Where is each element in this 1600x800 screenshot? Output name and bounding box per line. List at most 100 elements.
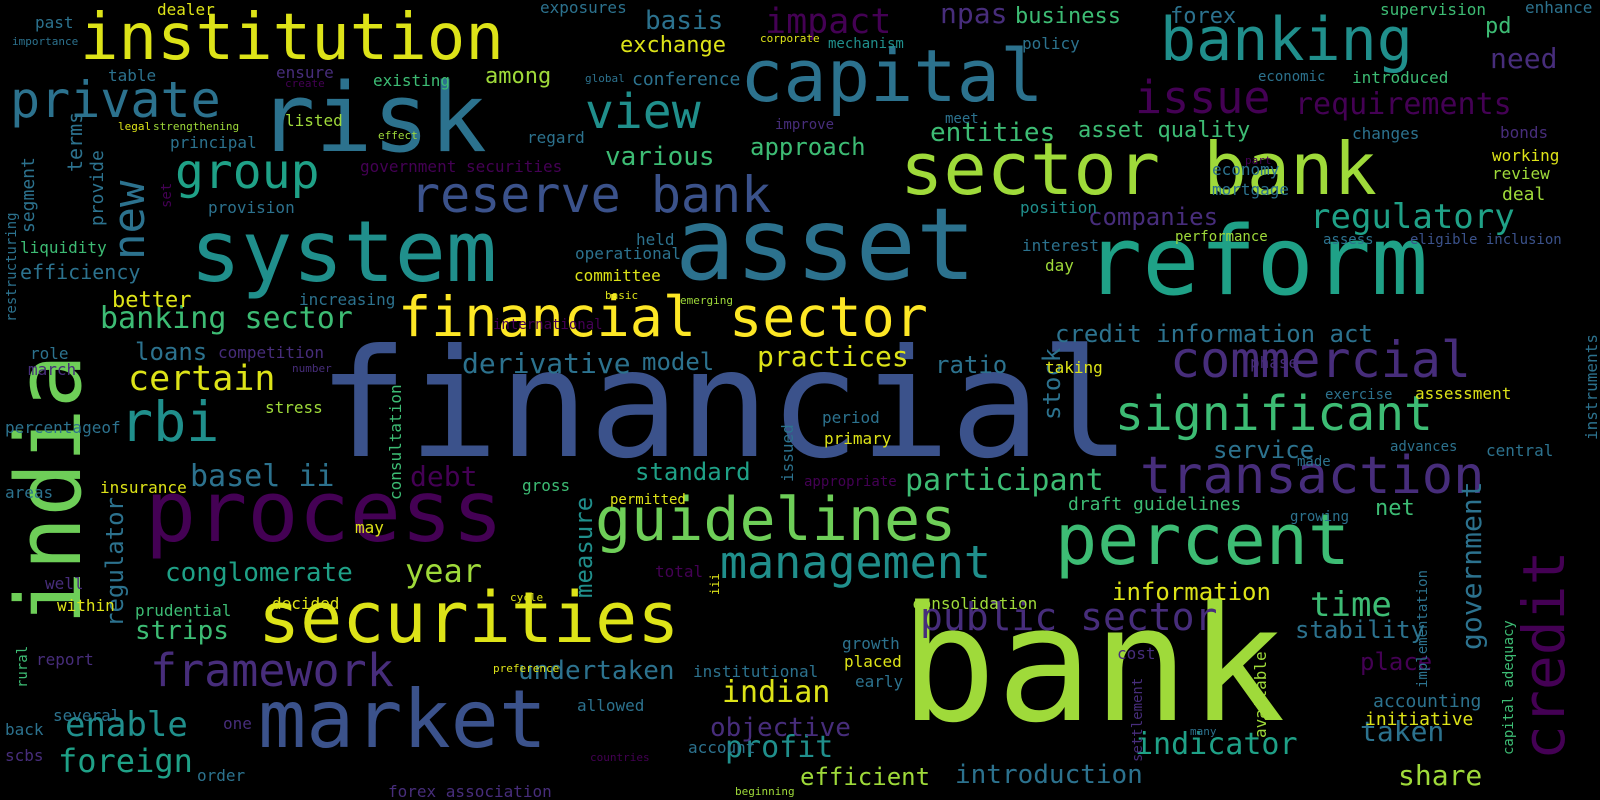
cloud-word: public sector bbox=[920, 595, 1218, 639]
cloud-word: listed bbox=[285, 111, 343, 130]
cloud-word: management bbox=[720, 536, 991, 589]
cloud-word: group bbox=[175, 144, 320, 200]
cloud-word: need bbox=[1490, 42, 1558, 75]
cloud-word: provision bbox=[208, 198, 295, 217]
cloud-word: percentageof bbox=[5, 418, 121, 437]
cloud-word: net bbox=[1375, 496, 1415, 521]
cloud-word: number bbox=[292, 362, 332, 375]
cloud-word: derivative bbox=[462, 347, 631, 380]
cloud-word: beginning bbox=[735, 785, 795, 798]
cloud-word: banking sector bbox=[100, 301, 353, 336]
cloud-word: institutional bbox=[693, 662, 819, 681]
cloud-word: reform bbox=[1085, 207, 1429, 317]
cloud-word: stress bbox=[265, 398, 323, 417]
cloud-word: restructuring bbox=[4, 212, 20, 322]
cloud-word: phase bbox=[1250, 353, 1299, 372]
cloud-word: standard bbox=[635, 458, 751, 486]
cloud-word: principal bbox=[170, 133, 257, 152]
cloud-word: forex bbox=[1170, 4, 1237, 29]
cloud-word: new bbox=[104, 180, 155, 260]
cloud-word: reserve bank bbox=[410, 166, 772, 224]
cloud-word: exposures bbox=[540, 0, 627, 17]
cloud-word: countries bbox=[590, 751, 650, 764]
cloud-word: assessment bbox=[1415, 384, 1512, 403]
cloud-word: role bbox=[30, 344, 69, 363]
cloud-word: service bbox=[1213, 436, 1315, 464]
cloud-word: operational bbox=[575, 244, 681, 263]
cloud-word: competition bbox=[218, 343, 324, 362]
cloud-word: consolidation bbox=[912, 594, 1038, 613]
cloud-word: dealer bbox=[157, 0, 215, 19]
cloud-word: stability bbox=[1295, 616, 1426, 644]
cloud-word: many bbox=[1190, 725, 1217, 738]
cloud-word: decided bbox=[272, 594, 340, 613]
cloud-word: segment bbox=[18, 157, 39, 233]
cloud-word: early bbox=[855, 672, 904, 691]
cloud-word: appropriate bbox=[804, 474, 897, 490]
cloud-word: undertaken bbox=[518, 656, 675, 686]
cloud-word: made bbox=[1297, 454, 1331, 470]
cloud-word: measure bbox=[570, 496, 598, 598]
cloud-word: companies bbox=[1088, 203, 1219, 231]
cloud-word: growth bbox=[842, 634, 900, 653]
cloud-word: exercise bbox=[1325, 387, 1393, 403]
cloud-word: financial sector bbox=[398, 285, 928, 349]
cloud-word: better bbox=[112, 288, 192, 313]
cloud-word: certain bbox=[128, 359, 276, 399]
cloud-word: well bbox=[45, 574, 84, 593]
cloud-word: asset quality bbox=[1078, 118, 1251, 143]
cloud-word: indian bbox=[722, 675, 831, 710]
cloud-word: risk bbox=[258, 64, 487, 174]
cloud-word: changes bbox=[1352, 124, 1420, 143]
cloud-word: existing bbox=[373, 71, 451, 90]
cloud-word: placed bbox=[844, 652, 902, 671]
cloud-word: introduced bbox=[1352, 68, 1449, 87]
cloud-word: among bbox=[485, 64, 552, 89]
cloud-word: march bbox=[28, 360, 77, 379]
cloud-word: committee bbox=[574, 266, 661, 285]
cloud-word: view bbox=[585, 84, 701, 140]
cloud-word: model bbox=[642, 348, 715, 376]
cloud-word: credit information act bbox=[1055, 320, 1373, 348]
cloud-word: exchange bbox=[620, 33, 726, 58]
cloud-word: efficient bbox=[800, 763, 931, 791]
cloud-word: deal bbox=[1502, 184, 1546, 205]
cloud-word: allowed bbox=[577, 696, 645, 715]
cloud-word: regard bbox=[527, 128, 585, 147]
cloud-word: bank bbox=[900, 571, 1286, 758]
cloud-word: mechanism bbox=[828, 36, 904, 52]
cloud-word: primary bbox=[824, 429, 892, 448]
cloud-word: requirements bbox=[1295, 87, 1512, 122]
cloud-word: total bbox=[655, 562, 704, 581]
cloud-word: instruments bbox=[1582, 334, 1600, 440]
cloud-word: bonds bbox=[1500, 123, 1549, 142]
cloud-word: review bbox=[1492, 164, 1550, 183]
cloud-word: indicator bbox=[1135, 727, 1298, 762]
cloud-word: asset bbox=[675, 186, 977, 303]
cloud-word: enable bbox=[65, 705, 188, 745]
cloud-word: effect bbox=[378, 129, 418, 142]
cloud-word: corporate bbox=[760, 32, 820, 45]
cloud-word: government bbox=[1455, 481, 1488, 650]
cloud-word: past bbox=[35, 13, 74, 32]
cloud-word: permitted bbox=[610, 492, 686, 508]
cloud-word: back bbox=[5, 720, 44, 739]
cloud-word: rural bbox=[15, 645, 31, 688]
cloud-word: loans bbox=[135, 338, 208, 366]
cloud-word: banking bbox=[1160, 5, 1413, 75]
cloud-word: taking bbox=[1045, 358, 1103, 377]
cloud-word: consultation bbox=[386, 384, 405, 500]
cloud-word: areas bbox=[5, 483, 54, 502]
cloud-word: capital bbox=[740, 34, 1044, 118]
cloud-word: information bbox=[1112, 578, 1271, 606]
cloud-word: supervision bbox=[1380, 0, 1486, 19]
cloud-word: global bbox=[585, 72, 625, 85]
cloud-word: terms bbox=[63, 111, 87, 172]
cloud-word: place bbox=[1360, 648, 1433, 676]
cloud-word: part bbox=[1245, 154, 1272, 167]
cloud-word: transaction bbox=[1140, 446, 1485, 506]
cloud-word: gross bbox=[522, 476, 571, 495]
cloud-word: enhance bbox=[1525, 0, 1593, 17]
cloud-word: liquidity bbox=[20, 238, 107, 257]
